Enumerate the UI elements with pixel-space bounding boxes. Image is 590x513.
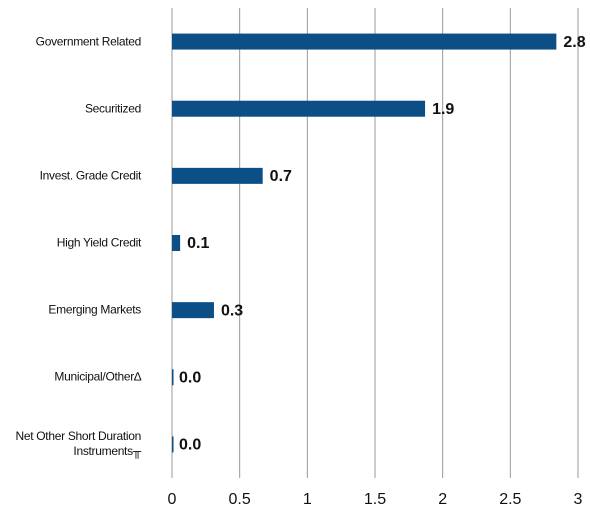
y-tick-label: Net Other Short Duration Instruments╥: [15, 429, 141, 459]
x-tick-label: 1: [303, 491, 312, 508]
bar: [172, 369, 174, 386]
y-tick-label: Emerging Markets: [48, 302, 141, 317]
data-label: 0.0: [179, 437, 201, 454]
bar: [172, 100, 426, 117]
y-tick-label: Municipal/Other∆: [54, 369, 141, 384]
y-tick-label: Securitized: [84, 101, 141, 116]
y-tick-label: Invest. Grade Credit: [39, 168, 142, 183]
y-tick-label: Government Related: [35, 34, 142, 49]
bar: [172, 436, 174, 453]
x-tick-label: 0: [168, 491, 177, 508]
data-label: 1.9: [432, 101, 454, 118]
bar: [172, 33, 557, 50]
data-label: 0.1: [187, 235, 209, 252]
data-label: 0.7: [270, 168, 292, 185]
x-tick-label: 3: [574, 491, 583, 508]
x-tick-label: 2: [438, 491, 447, 508]
x-tick-label: 0.5: [229, 491, 251, 508]
data-label: 0.3: [221, 302, 243, 319]
bar: [172, 235, 181, 251]
y-tick-label: High Yield Credit: [56, 235, 142, 250]
data-label: 2.8: [563, 34, 585, 51]
x-tick-label: 2.5: [499, 491, 521, 508]
bar: [172, 302, 214, 319]
data-label: 0.0: [179, 370, 201, 387]
bar: [172, 167, 263, 184]
x-tick-label: 1.5: [364, 491, 386, 508]
